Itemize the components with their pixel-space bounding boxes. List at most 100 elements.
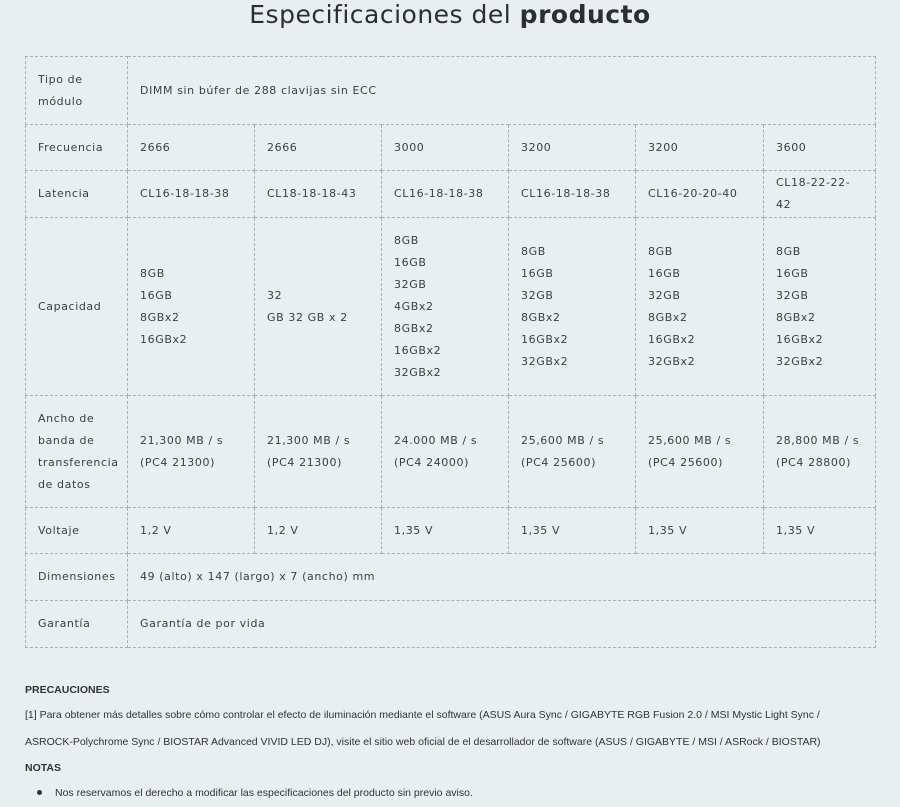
frequency-cell: 2666 [127,124,255,171]
bandwidth-cell: 21,300 MB / s (PC4 21300) [127,395,255,508]
label-module-type-line2: módulo [38,94,83,108]
page-title-bold: producto [519,0,651,29]
frequency-cell: 2666 [254,124,382,171]
bandwidth-pc4: (PC4 21300) [140,455,215,469]
capacity-item: 16GB [521,266,554,280]
latency-cell: CL16-18-18-38 [381,170,509,218]
row-frequency: Frecuencia 2666 2666 3000 3200 3200 3600 [25,124,877,171]
bullet-icon [37,790,42,795]
voltage-cell: 1,35 V [508,507,636,554]
label-warranty: Garantía [25,600,128,648]
frequency-cell: 3600 [762,124,877,171]
bandwidth-rate: 24.000 MB / s [394,433,478,447]
label-frequency: Frecuencia [25,124,128,171]
voltage-cell: 1,2 V [254,507,382,554]
latency-cell: CL18-22-22-42 [762,170,877,218]
capacity-cell: 8GB 16GB 32GB 4GBx2 8GBx2 16GBx2 32GBx2 [381,217,509,396]
row-capacity: Capacidad 8GB 16GB 8GBx2 16GBx2 32 GB 32… [25,217,877,396]
page-title-regular: Especificaciones del [249,0,512,29]
voltage-cell: 1,35 V [762,507,877,554]
latency-cell: CL18-18-18-43 [254,170,382,218]
bandwidth-pc4: (PC4 21300) [267,455,342,469]
capacity-item: 32GB [394,277,427,291]
bandwidth-cell: 21,300 MB / s (PC4 21300) [254,395,382,508]
bandwidth-rate: 21,300 MB / s [267,433,351,447]
label-module-type-line1: Tipo de [38,72,83,86]
voltage-cell: 1,2 V [127,507,255,554]
capacity-item: 32 [267,288,283,302]
row-module-type: Tipo de módulo DIMM sin búfer de 288 cla… [25,56,877,125]
bandwidth-pc4: (PC4 28800) [776,455,851,469]
capacity-item: 8GBx2 [648,310,688,324]
label-bandwidth-line: de datos [38,477,91,491]
notes-list: Nos reservamos el derecho a modificar la… [25,780,885,806]
capacity-item: 32GBx2 [394,365,442,379]
row-dimensions: Dimensiones 49 (alto) x 147 (largo) x 7 … [25,553,877,601]
capacity-cell: 8GB 16GB 32GB 8GBx2 16GBx2 32GBx2 [508,217,636,396]
capacity-item: 16GBx2 [521,332,569,346]
capacity-cell: 32 GB 32 GB x 2 [254,217,382,396]
bandwidth-pc4: (PC4 24000) [394,455,469,469]
label-bandwidth-line: banda de [38,433,95,447]
bandwidth-pc4: (PC4 25600) [521,455,596,469]
precautions-line-1: [1] Para obtener más detalles sobre cómo… [25,709,820,721]
voltage-cell: 1,35 V [635,507,764,554]
latency-cell: CL16-18-18-38 [508,170,636,218]
row-voltage: Voltaje 1,2 V 1,2 V 1,35 V 1,35 V 1,35 V… [25,507,877,554]
capacity-cell: 8GB 16GB 32GB 8GBx2 16GBx2 32GBx2 [635,217,764,396]
bandwidth-cell: 25,600 MB / s (PC4 25600) [508,395,636,508]
capacity-item: 8GBx2 [776,310,816,324]
row-latency: Latencia CL16-18-18-38 CL18-18-18-43 CL1… [25,170,877,218]
page-title: Especificaciones del producto [0,0,900,30]
bandwidth-cell: 28,800 MB / s (PC4 28800) [762,395,877,508]
note-text: Nos reservamos el derecho a modificar la… [55,787,473,799]
capacity-item: 16GB [776,266,809,280]
label-latency: Latencia [25,170,128,218]
capacity-item: 8GB [521,244,546,258]
capacity-item: 32GBx2 [776,354,824,368]
bandwidth-cell: 24.000 MB / s (PC4 24000) [381,395,509,508]
capacity-item: 8GB [394,233,419,247]
latency-cell: CL16-20-20-40 [635,170,764,218]
value-module-type: DIMM sin búfer de 288 clavijas sin ECC [126,56,877,125]
label-bandwidth: Ancho de banda de transferencia de datos [25,395,128,508]
capacity-item: 16GB [394,255,427,269]
capacity-cell: 8GB 16GB 32GB 8GBx2 16GBx2 32GBx2 [762,217,877,396]
capacity-item: 16GBx2 [394,343,442,357]
label-capacity: Capacidad [25,217,128,396]
row-warranty: Garantía Garantía de por vida [25,600,877,648]
capacity-item: GB 32 GB x 2 [267,310,348,324]
label-dimensions: Dimensiones [25,553,128,601]
precautions-heading: PRECAUCIONES [25,684,110,696]
notes-heading: NOTAS [25,762,61,774]
bandwidth-cell: 25,600 MB / s (PC4 25600) [635,395,764,508]
label-bandwidth-line: transferencia [38,455,119,469]
capacity-item: 16GB [140,288,173,302]
capacity-item: 8GB [140,266,165,280]
capacity-item: 16GBx2 [648,332,696,346]
spec-table: Tipo de módulo DIMM sin búfer de 288 cla… [25,56,877,648]
capacity-item: 32GBx2 [521,354,569,368]
capacity-item: 8GB [648,244,673,258]
bandwidth-pc4: (PC4 25600) [648,455,723,469]
label-bandwidth-line: Ancho de [38,411,95,425]
precautions-line-2: ASROCK-Polychrome Sync / BIOSTAR Advance… [25,736,821,748]
label-voltage: Voltaje [25,507,128,554]
capacity-item: 8GBx2 [140,310,180,324]
capacity-item: 32GB [648,288,681,302]
capacity-item: 8GB [776,244,801,258]
frequency-cell: 3000 [381,124,509,171]
notes-section: PRECAUCIONES [1] Para obtener más detall… [25,678,885,806]
list-item: Nos reservamos el derecho a modificar la… [37,780,885,806]
label-module-type: Tipo de módulo [25,56,128,125]
value-dimensions: 49 (alto) x 147 (largo) x 7 (ancho) mm [126,553,877,601]
capacity-item: 4GBx2 [394,299,434,313]
capacity-item: 8GBx2 [394,321,434,335]
bandwidth-rate: 21,300 MB / s [140,433,224,447]
capacity-cell: 8GB 16GB 8GBx2 16GBx2 [127,217,255,396]
capacity-item: 32GB [521,288,554,302]
row-bandwidth: Ancho de banda de transferencia de datos… [25,395,877,508]
capacity-item: 16GB [648,266,681,280]
capacity-item: 32GBx2 [648,354,696,368]
voltage-cell: 1,35 V [381,507,509,554]
